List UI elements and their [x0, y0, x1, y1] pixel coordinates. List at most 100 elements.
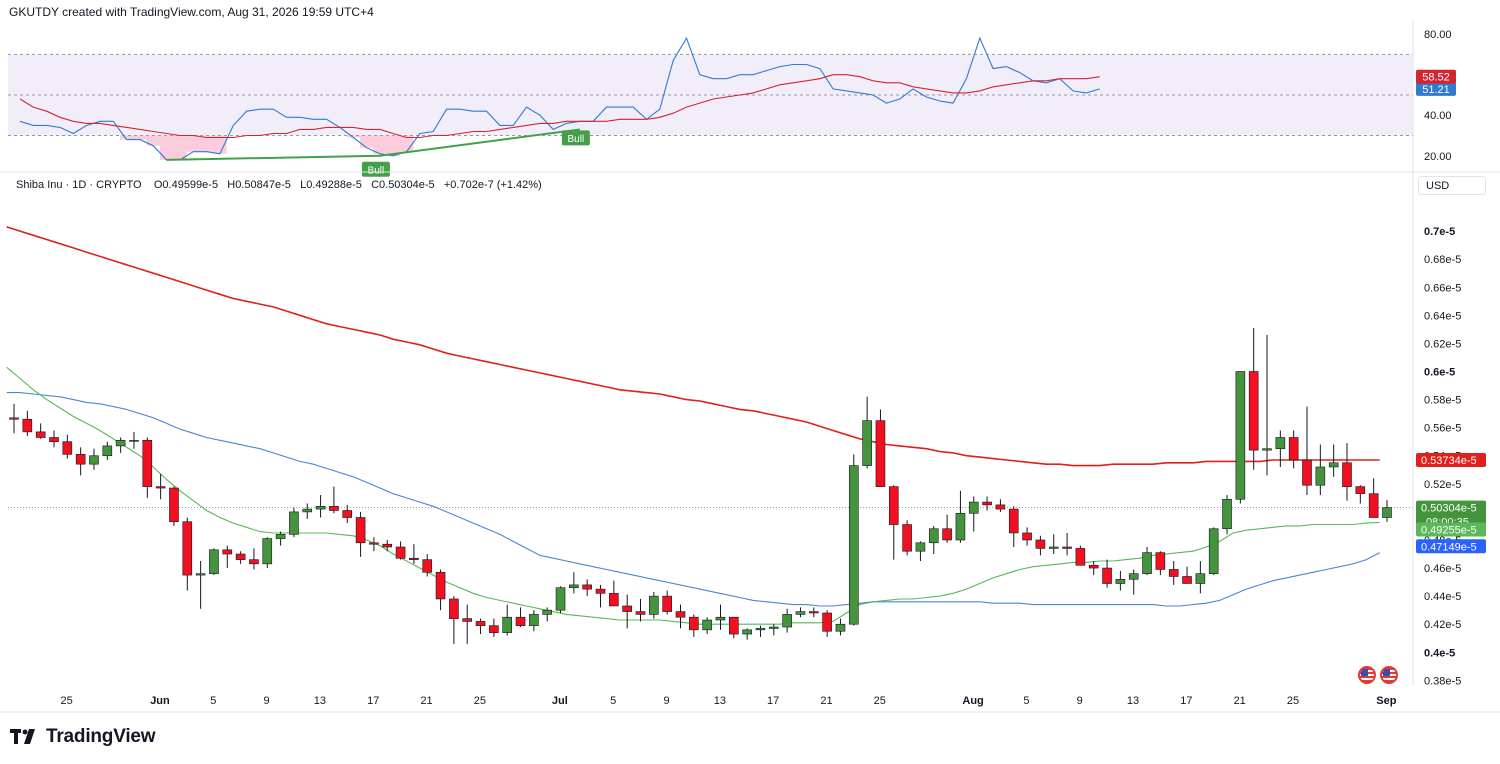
x-tick-label: 25 — [874, 695, 886, 707]
candle-body — [582, 584, 592, 590]
candle-body — [808, 611, 819, 614]
candle-body — [449, 598, 459, 619]
price-tick-label: 0.6e-5 — [1424, 367, 1455, 379]
close-label: C — [371, 179, 380, 191]
candle-body — [515, 616, 526, 626]
candle-body — [1288, 437, 1299, 461]
candle-body — [489, 625, 499, 633]
candle-body — [1235, 371, 1246, 500]
open-label: O — [153, 179, 163, 191]
candle-body — [369, 542, 379, 545]
ma50-line — [6, 392, 1380, 607]
candle-body — [195, 573, 206, 576]
candle-body — [835, 623, 846, 632]
x-tick-label: 13 — [1127, 695, 1139, 707]
candle-body — [1275, 437, 1286, 450]
candle-body — [475, 621, 486, 626]
candle-body — [1062, 546, 1072, 549]
candle-body — [729, 616, 739, 635]
rsi-oversold-fill — [346, 135, 360, 138]
x-tick-label: 25 — [474, 695, 486, 707]
x-tick-label: 21 — [820, 695, 832, 707]
candle-body — [888, 486, 899, 525]
candle-body — [1128, 573, 1139, 580]
candle-body — [302, 508, 313, 513]
candle-body — [1035, 539, 1046, 549]
x-tick-label: 13 — [714, 695, 726, 707]
price-tick-label: 0.62e-5 — [1424, 338, 1461, 350]
candle-body — [822, 612, 832, 632]
rsi-oversold-fill — [199, 135, 214, 152]
low-value: 0.49288e-5 — [306, 179, 362, 191]
rsi-ma-value-label: 58.52 — [1422, 72, 1450, 84]
ma50-value-label: 0.47149e-5 — [1421, 541, 1477, 553]
last-price-tag — [1416, 500, 1486, 529]
candle-body — [902, 524, 912, 552]
x-tick-label: Jul — [552, 695, 568, 707]
candle-body — [609, 593, 619, 607]
candle-body — [75, 454, 86, 465]
candle-body — [155, 486, 166, 489]
x-tick-label: 9 — [264, 695, 270, 707]
x-tick-label: 17 — [767, 695, 779, 707]
candle-body — [315, 505, 326, 510]
candle-body — [622, 605, 632, 612]
currency-selector[interactable]: USD — [1418, 176, 1486, 195]
candle-body — [702, 619, 712, 631]
x-tick-label: 5 — [610, 695, 616, 707]
bull-label: Bull — [368, 165, 385, 176]
x-tick-label: 5 — [210, 695, 216, 707]
last-price-label: 0.50304e-5 — [1421, 503, 1477, 515]
candle-body — [395, 546, 406, 559]
candle-body — [635, 611, 646, 615]
candle-body — [675, 611, 686, 618]
candle-body — [1262, 448, 1272, 451]
candle-body — [142, 439, 153, 487]
candle-body — [649, 595, 659, 615]
candle-body — [462, 618, 473, 622]
candle-body — [435, 571, 446, 600]
ma20-value-tag — [1416, 522, 1486, 537]
us-flag-icon[interactable] — [1358, 666, 1376, 684]
bull-label: Bull — [568, 134, 585, 145]
candle-body — [742, 629, 752, 635]
rsi-oversold-fill — [359, 135, 374, 148]
us-flag-icon[interactable] — [1380, 666, 1398, 684]
candle-body — [129, 439, 139, 442]
candle-body — [1022, 532, 1032, 541]
candle-body — [9, 417, 19, 420]
candle-body — [422, 559, 433, 573]
candle-body — [115, 439, 126, 447]
candle-body — [1008, 508, 1019, 534]
bull-label-box — [361, 161, 390, 177]
rsi-value-label: 51.21 — [1422, 84, 1450, 96]
open-value: 0.49599e-5 — [162, 179, 219, 191]
price-tick-label: 0.42e-5 — [1424, 619, 1461, 631]
candle-body — [262, 538, 273, 565]
candle-body — [982, 501, 992, 506]
candle-body — [689, 616, 699, 631]
price-tick-label: 0.66e-5 — [1424, 282, 1461, 294]
bull-label-box — [561, 130, 590, 146]
price-tick-label: 0.44e-5 — [1424, 591, 1461, 603]
candle-body — [1195, 573, 1206, 584]
rsi-value-tag — [1416, 81, 1456, 96]
rsi-tick-label: 40.00 — [1424, 110, 1452, 122]
candle-body — [928, 528, 939, 544]
candle-body — [355, 517, 366, 544]
candle-body — [1342, 462, 1352, 487]
candle-body — [1382, 507, 1392, 518]
bull-divergence-line — [379, 128, 580, 157]
candle-body — [1248, 371, 1259, 451]
rsi-oversold-fill — [213, 135, 227, 154]
candle-body — [542, 609, 553, 615]
candle-body — [235, 553, 246, 560]
ma200-value-label: 0.53734e-5 — [1421, 455, 1477, 467]
x-tick-label: Sep — [1376, 695, 1396, 707]
candle-body — [35, 431, 46, 438]
rsi-oversold-fill — [173, 135, 187, 160]
tradingview-logo-icon — [10, 729, 35, 744]
bull-divergence-line — [166, 154, 380, 161]
